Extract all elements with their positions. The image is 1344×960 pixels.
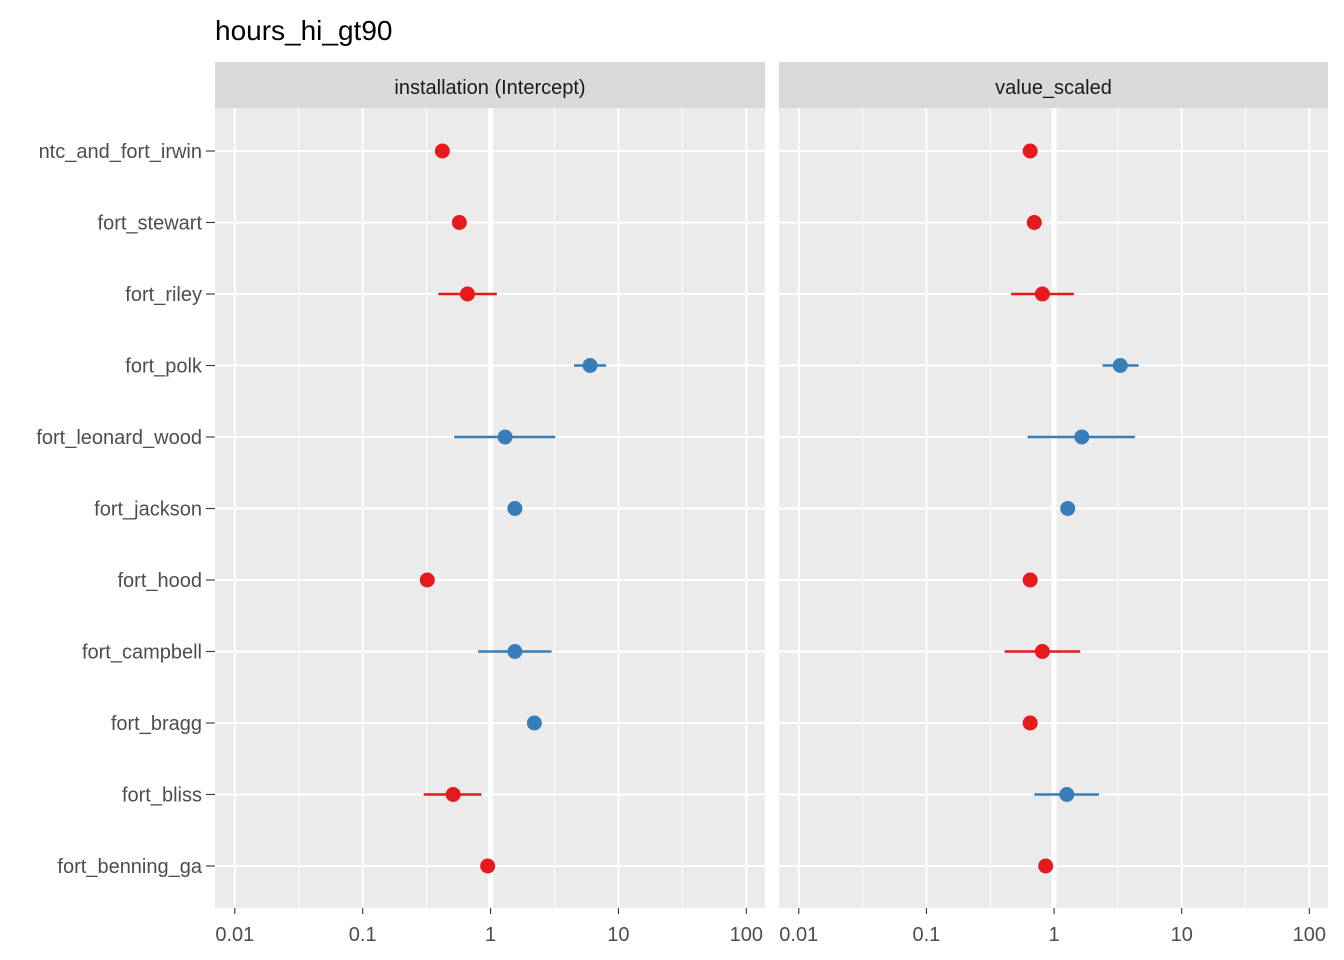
point-fort-jackson: [507, 501, 523, 516]
point-fort-bliss: [1059, 787, 1075, 802]
point-fort-campbell: [507, 644, 523, 659]
point-fort-stewart: [451, 215, 467, 230]
x-tick-label: 10: [1171, 924, 1193, 946]
x-tick-label: 10: [607, 924, 629, 946]
point-fort-riley: [459, 286, 475, 302]
x-tick-label: 1: [485, 924, 496, 946]
x-tick-label: 100: [730, 924, 763, 946]
facet-strip-label: installation (Intercept): [394, 77, 585, 99]
point-fort-hood: [1022, 572, 1038, 588]
point-fort-bragg: [526, 715, 542, 731]
facet-strip: [779, 62, 1328, 108]
y-tick-label-fort-stewart: fort_stewart: [98, 213, 203, 235]
y-tick-label-fort-bliss: fort_bliss: [122, 785, 202, 807]
y-tick-label-fort-benning-ga: fort_benning_ga: [57, 856, 202, 878]
y-axis-labels: ntc_and_fort_irwin fort_stewart fort_riley…: [36, 141, 215, 878]
point-fort-stewart: [1026, 215, 1042, 230]
point-ntc-and-fort-irwin: [434, 143, 450, 159]
y-tick-label-fort-hood: fort_hood: [117, 570, 202, 592]
facet-strip-label: value_scaled: [995, 77, 1112, 99]
point-fort-hood: [419, 572, 435, 588]
y-tick-label-fort-riley: fort_riley: [125, 284, 202, 306]
point-fort-bliss: [445, 787, 461, 802]
panel-1: installation (Intercept) 0.01 0.1 1 10 100: [215, 62, 765, 946]
x-tick-label: 0.01: [215, 924, 254, 946]
facet-panels: installation (Intercept)0.01 0.1 1 10 100val…: [215, 62, 1328, 946]
point-fort-leonard-wood: [1074, 429, 1090, 445]
x-tick-label: 0.1: [349, 924, 377, 946]
y-tick-label-fort-leonard-wood: fort_leonard_wood: [36, 427, 202, 449]
point-fort-benning-ga: [480, 858, 496, 874]
point-fort-benning-ga: [1038, 858, 1054, 874]
y-tick-label-ntc-and-fort-irwin: ntc_and_fort_irwin: [39, 141, 202, 163]
panel-2: value_scaled 0.01 0.1 1 10 100: [779, 62, 1328, 946]
chart-title: hours_hi_gt90: [215, 15, 392, 46]
point-fort-polk: [582, 358, 598, 373]
point-fort-campbell: [1034, 644, 1050, 659]
point-fort-bragg: [1022, 715, 1038, 731]
point-fort-jackson: [1060, 501, 1076, 516]
facet-strip: [215, 62, 765, 108]
y-tick-label-fort-polk: fort_polk: [125, 356, 203, 378]
y-tick-label-fort-bragg: fort_bragg: [111, 713, 202, 735]
x-tick-label: 0.01: [779, 924, 818, 946]
point-fort-polk: [1112, 358, 1128, 373]
point-fort-riley: [1034, 286, 1050, 302]
x-tick-label: 100: [1293, 924, 1326, 946]
x-tick-label: 0.1: [913, 924, 941, 946]
point-ntc-and-fort-irwin: [1022, 143, 1038, 159]
y-tick-label-fort-jackson: fort_jackson: [94, 499, 202, 521]
y-tick-label-fort-campbell: fort_campbell: [82, 642, 202, 664]
point-fort-leonard-wood: [497, 429, 513, 445]
x-tick-label: 1: [1048, 924, 1059, 946]
